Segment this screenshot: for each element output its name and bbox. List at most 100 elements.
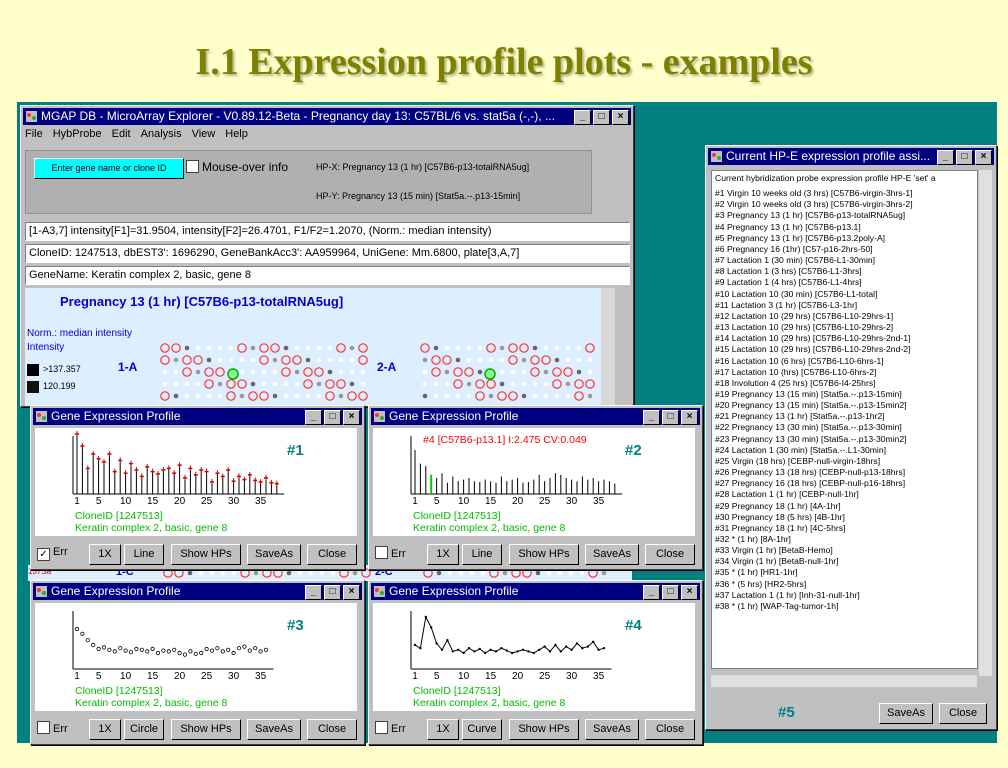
hp-list-item[interactable]: #10 Lactation 10 (30 min) [C57B6-L1-tota…	[715, 288, 878, 299]
minimize-icon[interactable]: _	[937, 150, 954, 165]
mode-button[interactable]: Line	[124, 544, 164, 565]
err-checkbox[interactable]: Err	[375, 721, 406, 735]
hp-list-item[interactable]: #30 Pregnancy 18 (5 hrs) [4B-1hr]	[715, 511, 845, 522]
maximize-icon[interactable]: □	[662, 585, 679, 600]
maximize-icon[interactable]: □	[593, 110, 610, 125]
hp-list-item[interactable]: #25 Virgin (18 hrs) [CEBP-null-virgin-18…	[715, 455, 881, 466]
hp-list-item[interactable]: #16 Lactation 10 (6 hrs) [C57B6-L10-6hrs…	[715, 355, 884, 366]
mouseover-checkbox[interactable]: Mouse-over info	[186, 160, 288, 174]
hp-list-item[interactable]: #32 * (1 hr) [8A-1hr]	[715, 534, 791, 544]
zoom-button[interactable]: 1X	[89, 544, 121, 565]
minimize-icon[interactable]: _	[574, 110, 591, 125]
hp-list-item[interactable]: #15 Lactation 10 (29 hrs) [C57B6-L10-29h…	[715, 344, 911, 355]
menu-help[interactable]: Help	[225, 128, 248, 140]
show-hps-button[interactable]: Show HPs	[171, 719, 241, 740]
hp-list-item[interactable]: #35 * (1 hr) [HR1-1hr]	[715, 567, 798, 578]
close-icon[interactable]: ×	[343, 585, 360, 600]
hp-list-item[interactable]: #34 Virgin (1 hr) [BetaB-null-1hr]	[715, 556, 839, 567]
maximize-icon[interactable]: □	[324, 410, 341, 425]
profile-titlebar[interactable]: Gene Expression Profile _ □ ×	[33, 583, 362, 600]
array-scrollbar[interactable]	[601, 288, 615, 406]
hp-list-item[interactable]: #27 Pregnancy 16 (18 hrs) [CEBP-null-p16…	[715, 478, 906, 489]
minimize-icon[interactable]: _	[643, 410, 660, 425]
hp-list-item[interactable]: #17 Lactation 10 (hrs) [C57B6-L10-6hrs-2…	[715, 366, 877, 377]
close-button[interactable]: Close	[307, 544, 357, 565]
mode-button[interactable]: Line	[462, 544, 502, 565]
menu-analysis[interactable]: Analysis	[140, 128, 182, 140]
close-icon[interactable]: ×	[681, 410, 698, 425]
hp-list-item[interactable]: #5 Pregnancy 13 (1 hr) [C57B6-p13.2poly-…	[715, 232, 886, 243]
maximize-icon[interactable]: □	[662, 410, 679, 425]
hp-list-hscrollbar[interactable]	[711, 675, 977, 687]
hp-list-item[interactable]: #13 Lactation 10 (29 hrs) [C57B6-L10-29h…	[715, 322, 894, 333]
menu-hybprobe[interactable]: HybProbe	[52, 128, 102, 140]
zoom-button[interactable]: 1X	[89, 719, 121, 740]
profile-plot-area[interactable]: 1 5 10 15 20 25 30 35 #1 CloneID [1247513] Kera…	[35, 428, 357, 536]
hp-list-item[interactable]: #11 Lactation 3 (1 hr) [C57B6-L3-1hr]	[715, 299, 858, 310]
profile-titlebar[interactable]: Gene Expression Profile _ □ ×	[371, 408, 700, 425]
hp-list-item[interactable]: #37 Lactation 1 (1 hr) [Inh-31-null-1hr]	[715, 589, 860, 600]
hp-saveas-button[interactable]: SaveAs	[879, 703, 933, 724]
saveas-button[interactable]: SaveAs	[247, 544, 301, 565]
err-check-icon[interactable]	[37, 721, 50, 734]
search-gene-button[interactable]: Enter gene name or clone ID	[34, 158, 184, 179]
profile-titlebar[interactable]: Gene Expression Profile _ □ ×	[33, 408, 362, 425]
close-button[interactable]: Close	[307, 719, 357, 740]
minimize-icon[interactable]: _	[305, 585, 322, 600]
close-button[interactable]: Close	[645, 719, 695, 740]
saveas-button[interactable]: SaveAs	[585, 719, 639, 740]
err-checkbox[interactable]: ✓ Err	[37, 546, 68, 561]
hp-list-item[interactable]: #36 * (5 hrs) [HR2-5hrs]	[715, 578, 807, 589]
close-icon[interactable]: ×	[975, 150, 992, 165]
close-icon[interactable]: ×	[612, 110, 629, 125]
hp-list-item[interactable]: #4 Pregnancy 13 (1 hr) [C57B6-p13.1]	[715, 221, 861, 232]
hp-list-scrollbar[interactable]	[979, 170, 992, 676]
profile-plot-area[interactable]: 1 5 10 15 20 25 30 35 #3 CloneID [1247513] Kera…	[35, 603, 357, 711]
hp-list-item[interactable]: #7 Lactation 1 (30 min) [C57B6-L1-30min]	[715, 255, 876, 266]
hp-list-item[interactable]: #19 Pregnancy 13 (15 min) [Stat5a.--.p13…	[715, 388, 902, 399]
hp-list-item[interactable]: #3 Pregnancy 13 (1 hr) [C57B6-p13-totalR…	[715, 210, 906, 221]
main-window-titlebar[interactable]: MGAP DB - MicroArray Explorer - V0.89.12…	[23, 108, 631, 125]
mouseover-check-icon[interactable]	[186, 160, 199, 173]
hp-list-item[interactable]: #31 Pregnancy 18 (1 hr) [4C-5hrs]	[715, 522, 846, 533]
hp-list-item[interactable]: #29 Pregnancy 18 (1 hr) [4A-1hr]	[715, 500, 841, 511]
mode-button[interactable]: Curve	[462, 719, 502, 740]
close-icon[interactable]: ×	[681, 585, 698, 600]
profile-plot-area[interactable]: 1 5 10 15 20 25 30 35 #4 [C57B6-p13.1] I:2.475 …	[373, 428, 695, 536]
zoom-button[interactable]: 1X	[427, 719, 459, 740]
maximize-icon[interactable]: □	[324, 585, 341, 600]
hp-list-item[interactable]: #12 Lactation 10 (29 hrs) [C57B6-L10-29h…	[715, 310, 894, 321]
hp-list-item[interactable]: #20 Pregnancy 13 (15 min) [Stat5a.--.p13…	[715, 400, 907, 411]
hp-list-item[interactable]: #22 Pregnancy 13 (30 min) [Stat5a.--.p13…	[715, 422, 902, 433]
hp-list[interactable]: Current hybridization probe expression p…	[711, 170, 978, 669]
hp-window-titlebar[interactable]: Current HP-E expression profile assi... …	[708, 148, 994, 165]
hp-list-item[interactable]: #2 Virgin 10 weeks old (3 hrs) [C57B6-vi…	[715, 199, 913, 210]
array-view[interactable]: Pregnancy 13 (1 hr) [C57B6-p13-totalRNA5…	[25, 288, 615, 406]
hp-list-item[interactable]: #18 Involution 4 (25 hrs) [C57B6-I4-25hr…	[715, 377, 876, 388]
hp-list-item[interactable]: #28 Lactation 1 (1 hr) [CEBP-null-1hr]	[715, 489, 859, 500]
close-button[interactable]: Close	[645, 544, 695, 565]
hp-list-item[interactable]: #9 Lactation 1 (4 hrs) [C57B6-L1-4hrs]	[715, 277, 862, 288]
show-hps-button[interactable]: Show HPs	[171, 544, 241, 565]
hp-close-button[interactable]: Close	[939, 703, 987, 724]
err-check-icon[interactable]	[375, 546, 388, 559]
err-checkbox[interactable]: Err	[375, 546, 406, 560]
show-hps-button[interactable]: Show HPs	[509, 544, 579, 565]
maximize-icon[interactable]: □	[956, 150, 973, 165]
minimize-icon[interactable]: _	[643, 585, 660, 600]
zoom-button[interactable]: 1X	[427, 544, 459, 565]
profile-titlebar[interactable]: Gene Expression Profile _ □ ×	[371, 583, 700, 600]
hp-list-item[interactable]: #26 Pregnancy 13 (18 hrs) [CEBP-null-p13…	[715, 467, 906, 478]
profile-plot-area[interactable]: 1 5 10 15 20 25 30 35 #4 CloneID [1247513] Kera…	[373, 603, 695, 711]
hp-list-item[interactable]: #8 Lactation 1 (3 hrs) [C57B6-L1-3hrs]	[715, 266, 862, 277]
mode-button[interactable]: Circle	[124, 719, 164, 740]
hp-list-item[interactable]: #23 Pregnancy 13 (30 min) [Stat5a.--.p13…	[715, 433, 907, 444]
hp-list-item[interactable]: #33 Virgin (1 hr) [BetaB-Hemo]	[715, 545, 833, 556]
hp-list-item[interactable]: #24 Lactation 1 (30 min) [Stat5a.--.L1-3…	[715, 444, 887, 455]
hp-list-item[interactable]: #21 Pregnancy 13 (1 hr) [Stat5a.--.p13-1…	[715, 411, 885, 422]
err-check-icon[interactable]	[375, 721, 388, 734]
err-check-icon[interactable]: ✓	[37, 548, 50, 561]
menu-edit[interactable]: Edit	[111, 128, 131, 140]
hp-list-item[interactable]: #1 Virgin 10 weeks old (3 hrs) [C57B6-vi…	[715, 188, 913, 199]
menu-view[interactable]: View	[191, 128, 216, 140]
